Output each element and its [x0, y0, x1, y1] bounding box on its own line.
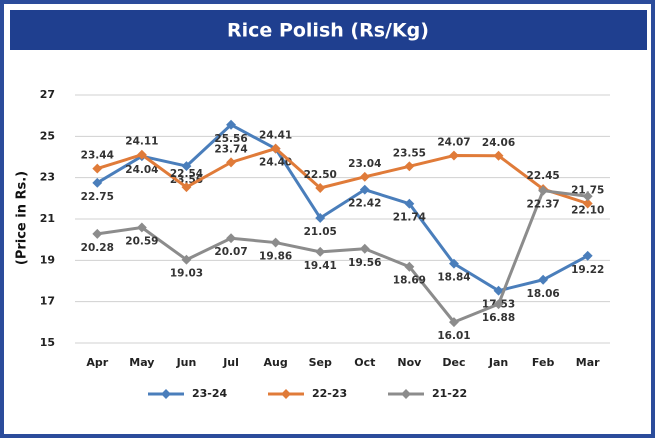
data-label: 16.01 [437, 330, 470, 342]
data-label: 19.56 [348, 257, 381, 269]
data-label: 20.28 [81, 242, 114, 254]
y-tick-label: 23 [40, 171, 55, 184]
marker [404, 261, 415, 272]
marker [136, 149, 147, 160]
legend-marker [281, 389, 291, 399]
data-label: 24.40 [259, 157, 292, 169]
data-label: 22.50 [304, 169, 337, 181]
y-tick-label: 21 [40, 212, 55, 225]
data-label: 22.45 [527, 170, 560, 182]
marker [92, 163, 103, 174]
data-label: 24.11 [125, 136, 158, 148]
y-tick-label: 27 [40, 88, 55, 101]
data-label: 23.55 [393, 147, 426, 159]
marker [226, 157, 236, 168]
data-label: 23.04 [348, 158, 381, 170]
marker [404, 198, 415, 209]
data-label: 20.59 [125, 235, 158, 247]
data-label: 18.69 [393, 275, 426, 287]
x-tick-label: Aug [264, 356, 288, 369]
legend-label: 21-22 [432, 387, 467, 400]
data-label: 24.07 [437, 137, 470, 149]
marker [315, 183, 326, 193]
y-tick-label: 25 [40, 129, 55, 142]
x-tick-label: Jun [176, 356, 197, 369]
marker [582, 198, 593, 209]
data-label: 18.06 [527, 288, 560, 300]
data-label: 21.74 [393, 212, 426, 224]
y-tick-label: 17 [40, 295, 55, 308]
x-tick-label: Nov [397, 356, 422, 369]
marker [493, 299, 504, 310]
marker [226, 233, 236, 244]
data-label: 18.84 [437, 272, 470, 284]
x-tick-label: Sep [309, 356, 332, 369]
marker [493, 285, 504, 296]
marker [181, 161, 192, 172]
marker [315, 246, 326, 257]
data-label: 22.37 [527, 199, 560, 211]
marker [92, 228, 103, 239]
chart-title: Rice Polish (Rs/Kg) [227, 20, 429, 42]
marker [226, 119, 236, 130]
x-tick-label: Feb [532, 356, 555, 369]
title-bar [10, 10, 647, 50]
marker [270, 143, 281, 154]
legend-marker [161, 389, 171, 399]
data-label: 21.05 [304, 226, 337, 238]
marker [538, 185, 549, 196]
marker [404, 161, 415, 172]
data-label: 22.75 [81, 191, 114, 203]
x-tick-label: Jan [488, 356, 508, 369]
data-label: 20.07 [214, 246, 247, 258]
data-label: 22.10 [571, 204, 604, 216]
marker [538, 274, 549, 285]
marker [270, 237, 281, 248]
marker [181, 182, 192, 193]
marker [359, 171, 370, 182]
legend-marker [401, 389, 411, 399]
data-label: 19.03 [170, 268, 203, 280]
data-label: 24.04 [125, 164, 158, 176]
marker [582, 250, 593, 261]
data-label: 22.42 [348, 198, 381, 210]
data-label: 24.41 [259, 130, 292, 142]
data-label: 16.88 [482, 312, 515, 324]
legend-label: 23-24 [192, 387, 228, 400]
y-tick-label: 15 [40, 336, 55, 349]
marker [359, 184, 370, 195]
data-label: 22.54 [170, 168, 203, 180]
data-label: 24.06 [482, 137, 515, 149]
x-tick-label: Mar [576, 356, 600, 369]
marker [181, 254, 192, 265]
data-label: 23.74 [214, 143, 247, 155]
x-tick-label: Oct [354, 356, 375, 369]
series-line [96, 147, 589, 205]
x-tick-label: Jul [222, 356, 239, 369]
y-tick-label: 19 [40, 253, 55, 266]
marker [315, 213, 326, 223]
data-label: 25.56 [214, 133, 247, 145]
marker [449, 317, 459, 328]
data-label: 19.41 [304, 260, 337, 272]
x-tick-label: May [129, 356, 154, 369]
marker [449, 150, 459, 161]
data-label: 21.75 [571, 185, 604, 197]
marker [449, 258, 459, 269]
y-axis-label: (Price in Rs.) [15, 171, 30, 265]
x-tick-label: Dec [442, 356, 465, 369]
marker [359, 243, 370, 254]
marker [493, 150, 504, 161]
marker [582, 191, 593, 202]
data-label: 23.44 [81, 150, 114, 162]
series-line [97, 189, 588, 324]
data-label: 19.22 [571, 264, 604, 276]
legend-label: 22-23 [312, 387, 347, 400]
marker [92, 177, 103, 188]
data-label: 19.86 [259, 251, 292, 263]
x-tick-label: Apr [86, 356, 108, 369]
marker [136, 222, 147, 233]
